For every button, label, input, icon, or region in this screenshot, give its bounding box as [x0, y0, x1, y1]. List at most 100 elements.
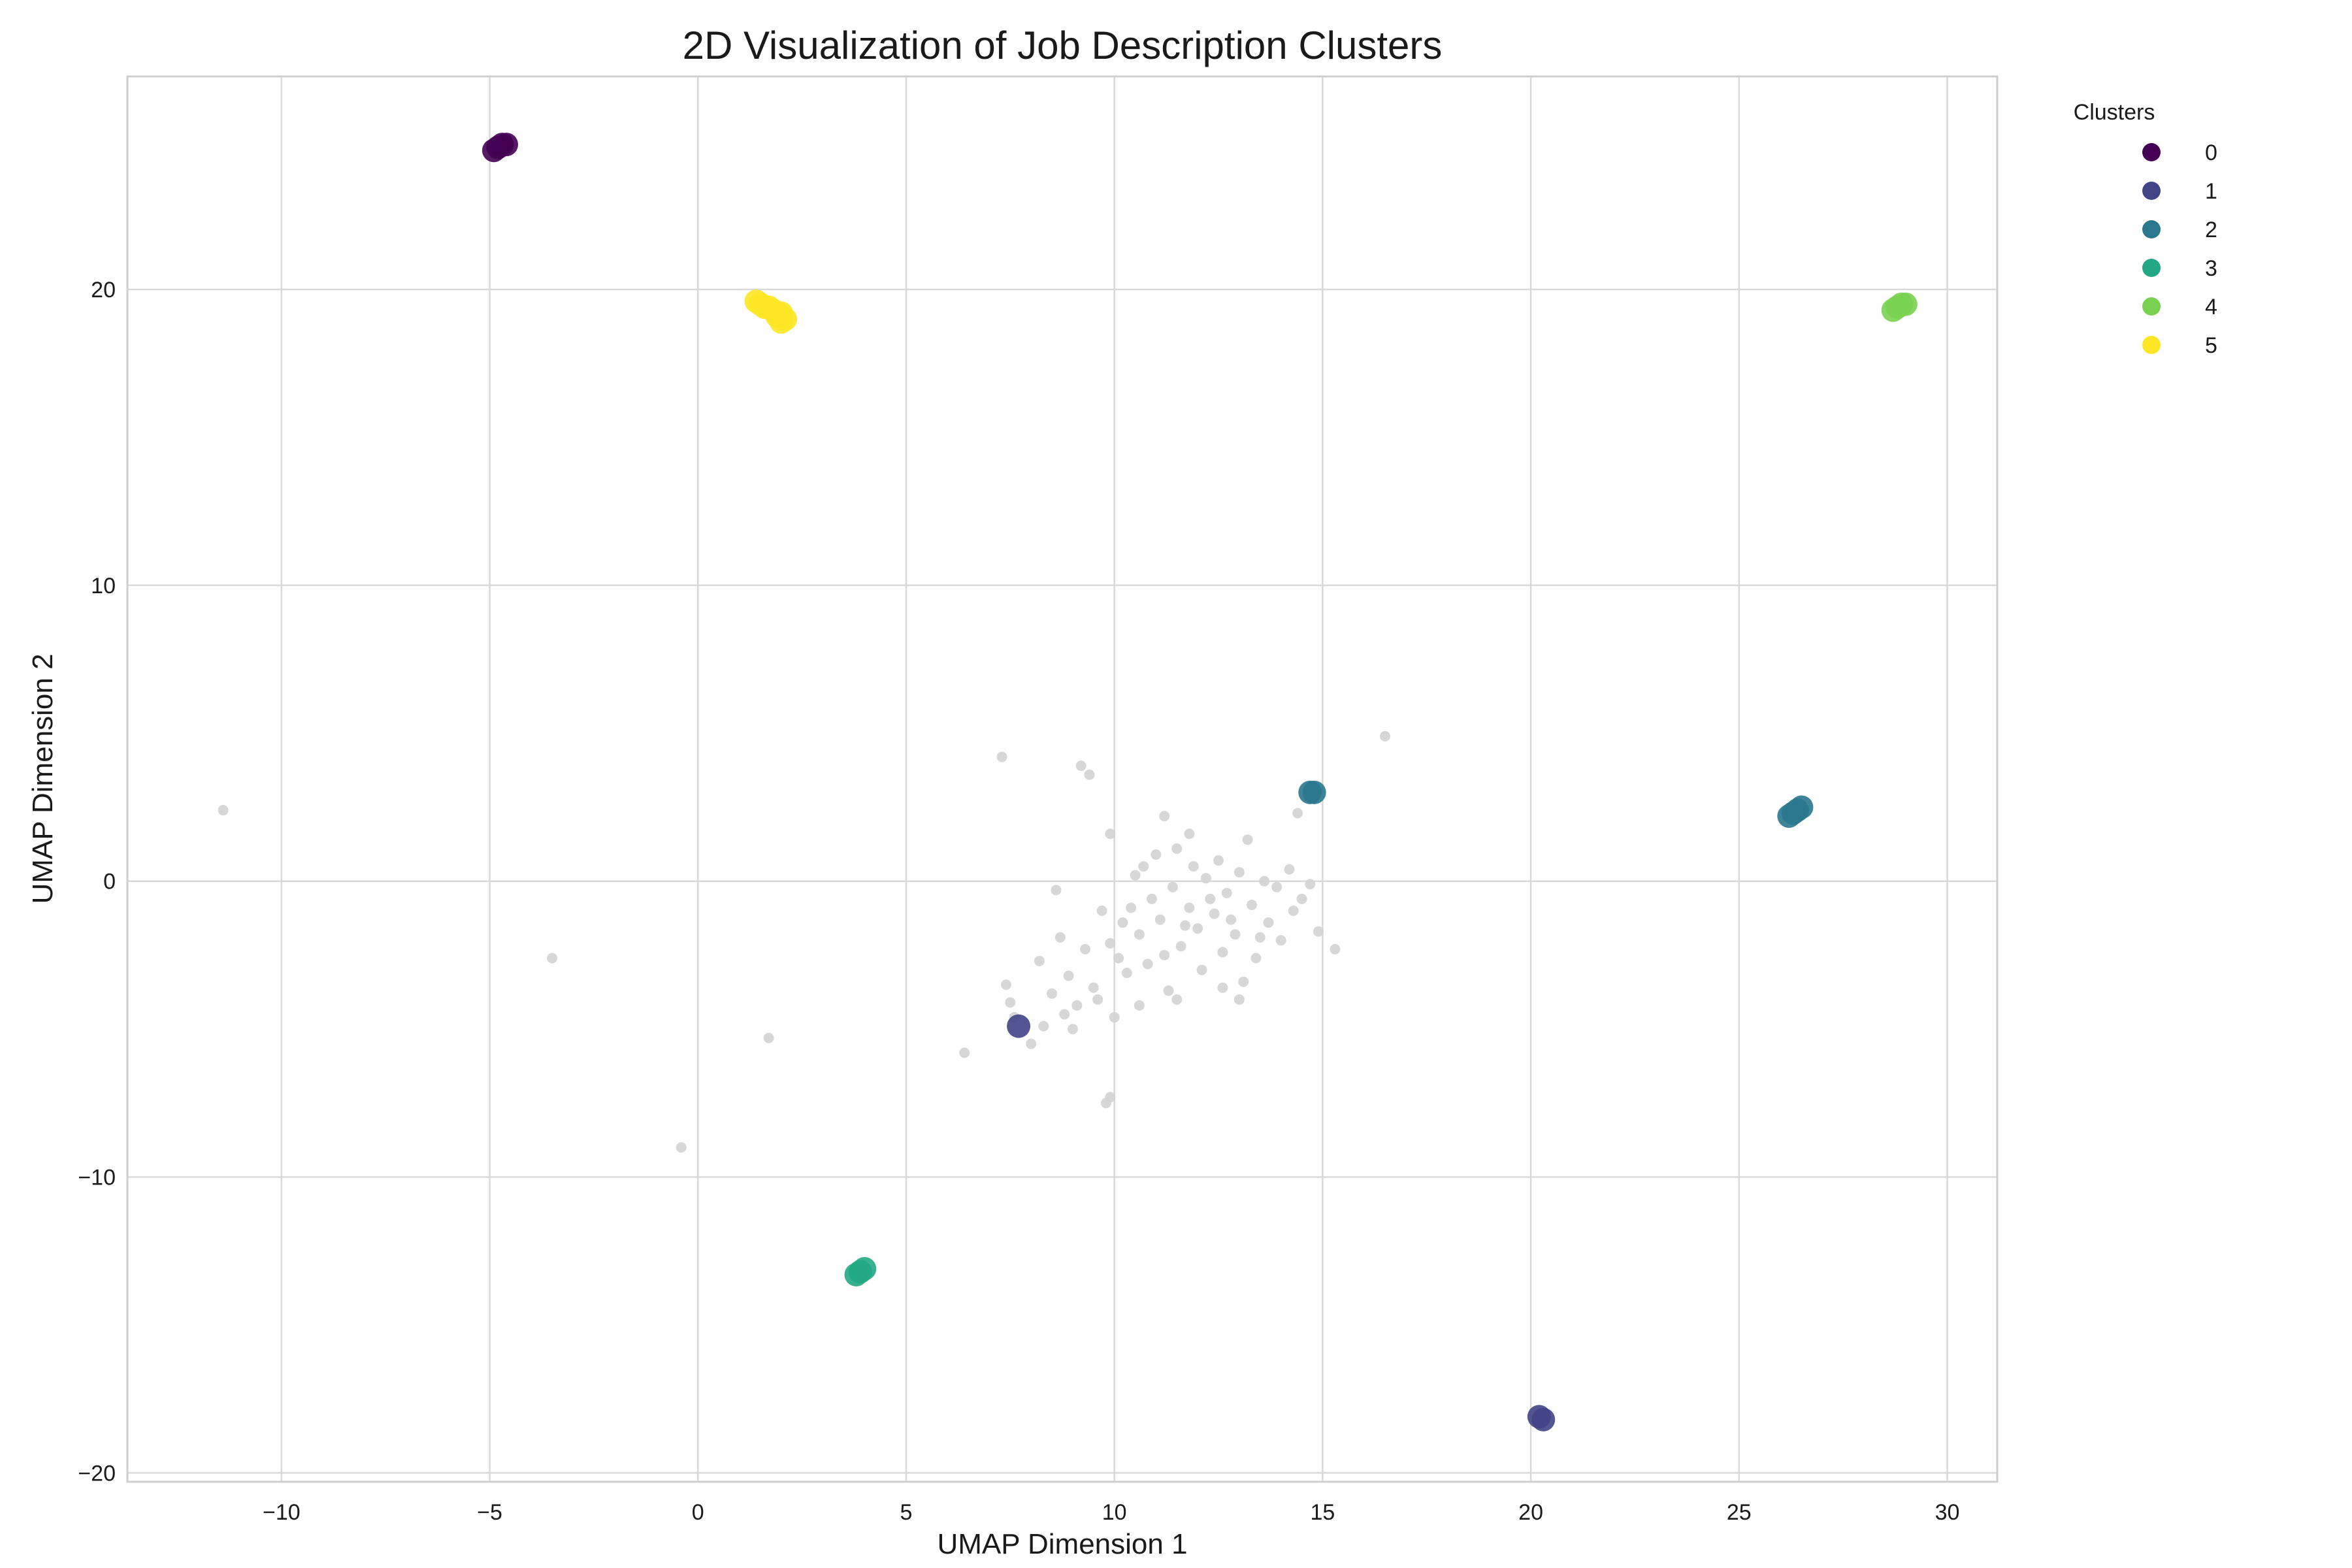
- noise-point: [1159, 949, 1170, 960]
- x-tick-label: 30: [1935, 1500, 1960, 1525]
- noise-point: [218, 805, 229, 816]
- noise-point: [1296, 893, 1307, 904]
- chart-title: 2D Visualization of Job Description Clus…: [683, 24, 1443, 67]
- cluster-4-point: [1893, 292, 1918, 316]
- noise-point: [1247, 899, 1258, 910]
- grid-lines: [127, 76, 1997, 1482]
- y-tick-label: −10: [78, 1166, 116, 1190]
- legend-item-2: 2: [2142, 218, 2217, 242]
- legend-marker: [2142, 220, 2161, 238]
- legend-marker: [2142, 336, 2161, 354]
- noise-point: [996, 751, 1007, 762]
- noise-point: [1075, 760, 1086, 772]
- noise-point: [1034, 955, 1045, 966]
- noise-point: [1305, 879, 1316, 890]
- noise-point: [1171, 843, 1183, 854]
- noise-point: [1163, 985, 1174, 996]
- noise-point: [1230, 929, 1241, 940]
- noise-point: [763, 1032, 774, 1043]
- x-tick-label: −10: [263, 1500, 301, 1525]
- legend-label: 4: [2205, 295, 2217, 319]
- noise-point: [1096, 906, 1107, 917]
- noise-point: [1313, 926, 1324, 937]
- legend-item-5: 5: [2142, 333, 2217, 358]
- legend-marker: [2142, 259, 2161, 277]
- noise-point: [1026, 1038, 1037, 1049]
- legend-title: Clusters: [2074, 100, 2155, 125]
- legend-marker: [2142, 143, 2161, 161]
- noise-point: [1130, 870, 1141, 881]
- x-tick-label: 10: [1102, 1500, 1127, 1525]
- noise-point: [1188, 861, 1199, 872]
- noise-point: [1142, 958, 1153, 970]
- noise-point: [1105, 938, 1116, 949]
- noise-point: [1288, 906, 1299, 917]
- noise-point: [1209, 908, 1220, 919]
- plot-frame: [126, 75, 1999, 1483]
- noise-point: [1159, 811, 1170, 822]
- noise-point: [1259, 875, 1270, 887]
- y-tick-label: −20: [78, 1461, 116, 1486]
- noise-point: [1121, 968, 1132, 979]
- noise-point: [1134, 1000, 1145, 1011]
- noise-point: [1051, 885, 1062, 896]
- legend-marker: [2142, 297, 2161, 316]
- noise-point: [1184, 828, 1195, 840]
- legend-item-3: 3: [2142, 256, 2217, 281]
- noise-point: [1200, 873, 1211, 884]
- noise-point: [1113, 953, 1124, 964]
- noise-point: [1213, 855, 1224, 866]
- legend-label: 2: [2205, 218, 2217, 242]
- cluster-2-point: [1789, 795, 1814, 819]
- noise-point: [1054, 932, 1066, 943]
- noise-point: [1233, 994, 1245, 1005]
- x-tick-label: 0: [692, 1500, 704, 1525]
- noise-point: [1038, 1021, 1049, 1032]
- x-tick-labels: −10 −5 0 5 10 15 20 25 30: [263, 1500, 1959, 1525]
- noise-point: [1171, 994, 1183, 1005]
- y-tick-label: 10: [91, 574, 116, 598]
- noise-point: [1233, 867, 1245, 878]
- noise-point: [1105, 828, 1116, 840]
- cluster-2-point: [1302, 780, 1326, 804]
- noise-point: [959, 1047, 970, 1058]
- x-tick-label: 15: [1310, 1500, 1335, 1525]
- y-tick-label: 20: [91, 278, 116, 302]
- noise-point: [1271, 881, 1282, 892]
- noise-point: [1080, 943, 1091, 955]
- noise-point: [1217, 947, 1228, 958]
- cluster-1-point: [1007, 1014, 1031, 1038]
- legend-label: 0: [2205, 140, 2217, 165]
- noise-point: [1117, 917, 1128, 928]
- noise-point: [1242, 834, 1253, 845]
- noise-point: [1059, 1009, 1070, 1020]
- noise-point: [1217, 982, 1228, 993]
- legend-marker: [2142, 182, 2161, 200]
- noise-point: [1292, 808, 1303, 819]
- legend-item-1: 1: [2142, 179, 2217, 204]
- noise-point: [1151, 849, 1162, 860]
- x-tick-label: 5: [900, 1500, 913, 1525]
- legend-label: 1: [2205, 179, 2217, 204]
- noise-point: [1134, 929, 1145, 940]
- x-tick-label: 20: [1518, 1500, 1543, 1525]
- noise-point: [1226, 914, 1237, 925]
- legend-item-4: 4: [2142, 295, 2217, 319]
- noise-point: [1084, 769, 1095, 780]
- noise-point: [1196, 964, 1207, 975]
- y-tick-label: 0: [103, 870, 116, 894]
- noise-point: [1071, 1000, 1083, 1011]
- legend-item-0: 0: [2142, 140, 2217, 165]
- cluster-5-point: [769, 301, 793, 325]
- noise-point: [1184, 902, 1195, 913]
- legend: Clusters 0 1 2 3 4 5: [2074, 100, 2217, 358]
- noise-point: [1192, 923, 1203, 934]
- noise-point: [1063, 970, 1074, 981]
- noise-point: [1005, 997, 1016, 1008]
- noise-point: [1167, 881, 1178, 892]
- noise-point: [1263, 917, 1274, 928]
- noise-point: [1092, 994, 1103, 1005]
- noise-point: [1205, 893, 1216, 904]
- x-tick-label: −5: [477, 1500, 502, 1525]
